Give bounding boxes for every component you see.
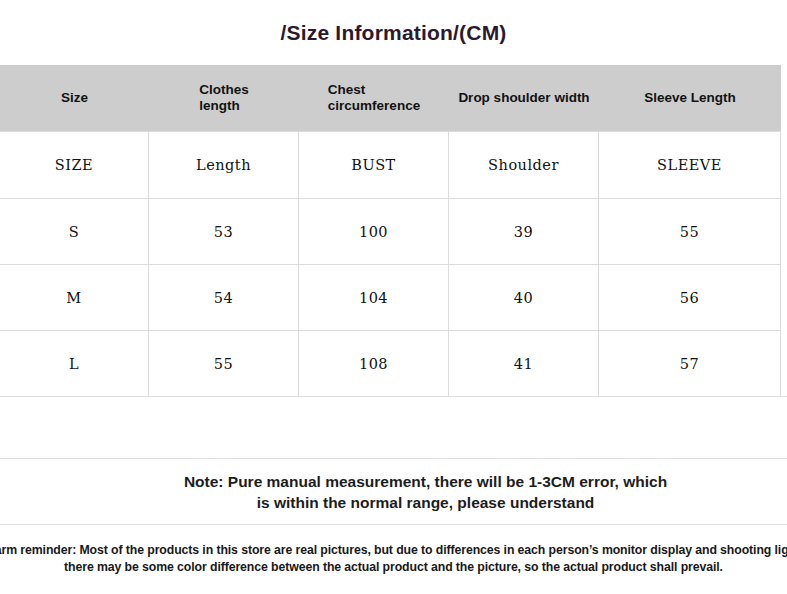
cell-shoulder: 39 (449, 199, 599, 264)
cell-sleeve-label: SLEEVE (599, 132, 780, 198)
cell-size: L (0, 331, 149, 396)
cell-shoulder: 40 (449, 265, 599, 330)
cell-sleeve: 56 (599, 265, 780, 330)
table-row-size-m: M 54 104 40 56 (0, 264, 780, 330)
header-line: Clothes (199, 82, 249, 97)
size-table-body: SIZE Length BUST Shoulder SLEEVE S 53 10… (0, 131, 781, 396)
cell-shoulder-label: Shoulder (449, 132, 599, 198)
cell-size: S (0, 199, 149, 264)
empty-table-row (0, 396, 787, 459)
page-title: /Size Information/(CM) (280, 21, 506, 45)
header-line: circumference (328, 98, 420, 113)
cell-size: M (0, 265, 149, 330)
header-cell-drop-shoulder-width: Drop shoulder width (449, 90, 599, 106)
cell-shoulder: 41 (449, 331, 599, 396)
measurement-note: Note: Pure manual measurement, there wil… (0, 459, 787, 525)
table-row-size-s: S 53 100 39 55 (0, 198, 780, 264)
header-label: Size (61, 90, 88, 106)
cell-bust-label: BUST (299, 132, 449, 198)
reminder-text-line-2: there may be some color difference betwe… (64, 559, 723, 576)
warm-reminder: Warm reminder: Most of the products in t… (0, 525, 787, 592)
header-label: Chest circumference (328, 82, 420, 114)
cell-length: 54 (149, 265, 299, 330)
cell-length: 55 (149, 331, 299, 396)
cell-length: 53 (149, 199, 299, 264)
title-section: /Size Information/(CM) (0, 0, 787, 65)
note-text-line-1: Note: Pure manual measurement, there wil… (184, 471, 667, 492)
cell-bust: 100 (299, 199, 449, 264)
header-line: Chest (328, 82, 366, 97)
cell-size-label: SIZE (0, 132, 149, 198)
header-cell-size: Size (0, 90, 149, 106)
header-label: Sleeve Length (644, 90, 736, 106)
header-label: Clothes length (199, 82, 249, 114)
table-row-labels: SIZE Length BUST Shoulder SLEEVE (0, 132, 780, 198)
header-label: Drop shoulder width (458, 90, 589, 106)
header-cell-chest-circumference: Chest circumference (299, 82, 449, 114)
cell-sleeve: 55 (599, 199, 780, 264)
cell-sleeve: 57 (599, 331, 780, 396)
header-cell-clothes-length: Clothes length (149, 82, 299, 114)
header-line: length (199, 98, 240, 113)
cell-bust: 104 (299, 265, 449, 330)
header-cell-sleeve-length: Sleeve Length (599, 90, 781, 106)
cell-bust: 108 (299, 331, 449, 396)
note-text-line-2: is within the normal range, please under… (257, 492, 595, 513)
size-info-sheet: /Size Information/(CM) Size Clothes leng… (0, 0, 787, 594)
reminder-text-line-1: Warm reminder: Most of the products in t… (0, 542, 787, 559)
table-row-size-l: L 55 108 41 57 (0, 330, 780, 396)
cell-length-label: Length (149, 132, 299, 198)
size-table-header-row: Size Clothes length Chest circumference … (0, 65, 781, 131)
